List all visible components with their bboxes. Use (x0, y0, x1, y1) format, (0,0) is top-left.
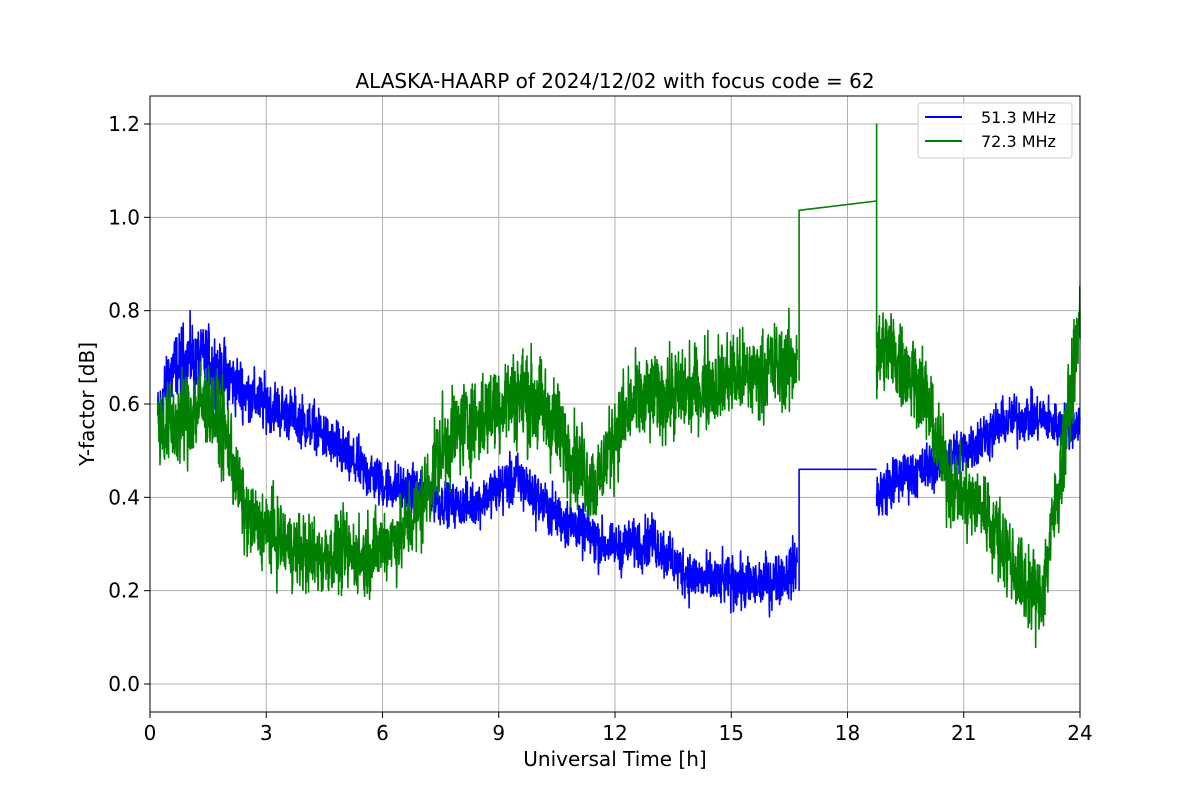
x-tick-label: 24 (1067, 721, 1092, 745)
y-axis-label: Y-factor [dB] (75, 342, 99, 467)
series-line-72mhz-segment-2 (875, 285, 1081, 649)
series-line-51mhz-segment-0 (157, 309, 798, 618)
x-tick-label: 15 (719, 721, 744, 745)
x-tick-label: 12 (602, 721, 627, 745)
legend-label-51mhz: 51.3 MHz (981, 108, 1056, 127)
y-tick-label: 0.4 (108, 485, 140, 509)
x-tick-label: 0 (144, 721, 157, 745)
y-tick-label: 0.0 (108, 672, 140, 696)
x-axis-label: Universal Time [h] (523, 747, 706, 771)
series-line-51mhz-segment-2 (875, 385, 1081, 516)
plot-layer (157, 123, 1081, 649)
series-line-72mhz-segment-0 (157, 307, 798, 601)
y-tick-label: 0.2 (108, 579, 140, 603)
ticks-layer: 0 3 6 9 12 15 18 21 24 0.0 0.2 0.4 0.6 0.8 1.0 1.2 (108, 112, 1093, 745)
x-tick-label: 21 (951, 721, 976, 745)
y-tick-label: 0.6 (108, 392, 140, 416)
x-tick-label: 6 (376, 721, 389, 745)
legend-label-72mhz: 72.3 MHz (981, 132, 1056, 151)
series-line-72mhz-segment-1 (798, 123, 878, 381)
series-line-51mhz-segment-1 (798, 468, 877, 591)
x-tick-label: 9 (492, 721, 505, 745)
y-tick-label: 0.8 (108, 299, 140, 323)
y-tick-label: 1.0 (108, 205, 140, 229)
x-tick-label: 3 (260, 721, 273, 745)
legend: 51.3 MHz 72.3 MHz (917, 102, 1073, 159)
chart-title: ALASKA-HAARP of 2024/12/02 with focus co… (355, 69, 874, 93)
x-tick-label: 18 (835, 721, 860, 745)
y-tick-label: 1.2 (108, 112, 140, 136)
